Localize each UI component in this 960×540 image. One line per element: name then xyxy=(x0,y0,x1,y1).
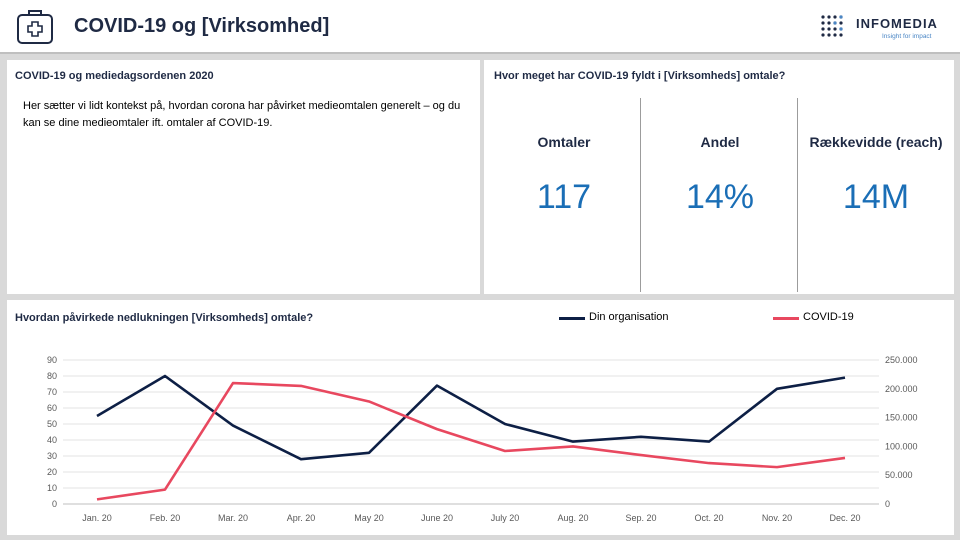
y-left-tick-label: 80 xyxy=(47,371,57,381)
y-right-tick-label: 100.000 xyxy=(885,441,918,451)
header-divider xyxy=(0,52,960,54)
chart-panel: Hvordan påvirkede nedlukningen [Virksomh… xyxy=(7,300,954,535)
context-body-text: Her sætter vi lidt kontekst på, hvordan … xyxy=(23,100,461,129)
y-left-tick-label: 40 xyxy=(47,435,57,445)
org-series-line xyxy=(96,374,846,461)
medical-kit-icon xyxy=(17,10,53,44)
x-tick-label: Aug. 20 xyxy=(557,513,588,523)
y-left-tick-label: 10 xyxy=(47,483,57,493)
x-tick-label: May 20 xyxy=(354,513,384,523)
x-tick-label: June 20 xyxy=(421,513,453,523)
page-title: COVID-19 og [Virksomhed] xyxy=(74,15,330,37)
covid-series-line xyxy=(96,381,846,501)
kpi-label: Omtaler xyxy=(537,134,591,150)
y-right-tick-label: 250.000 xyxy=(885,355,918,365)
kpi-omtaler: Omtaler 117 xyxy=(486,100,642,292)
y-right-tick-label: 200.000 xyxy=(885,384,918,394)
x-tick-label: Oct. 20 xyxy=(694,513,723,523)
legend-label: COVID-19 xyxy=(803,311,854,323)
chart-heading: Hvordan påvirkede nedlukningen [Virksomh… xyxy=(15,312,314,324)
y-left-tick-label: 30 xyxy=(47,451,57,461)
line-chart: 0 10 20 30 40 50 60 70 80 90 0 50.000 100.000 150.000… xyxy=(47,355,918,523)
x-tick-label: Mar. 20 xyxy=(218,513,248,523)
y-left-tick-label: 50 xyxy=(47,419,57,429)
kpi-andel: Andel 14% xyxy=(642,100,798,292)
y-left-tick-label: 20 xyxy=(47,467,57,477)
legend-swatch xyxy=(773,317,799,320)
kpi-panel: Hvor meget har COVID-19 fyldt i [Virksom… xyxy=(484,60,954,294)
x-tick-label: Sep. 20 xyxy=(625,513,656,523)
x-tick-label: Apr. 20 xyxy=(287,513,316,523)
kpi-reach: Rækkevidde (reach) 14M xyxy=(798,100,954,292)
x-tick-label: Jan. 20 xyxy=(82,513,112,523)
logo-mark-icon xyxy=(821,15,843,37)
infomedia-logo: INFOMEDIA Insight for impact xyxy=(818,12,948,44)
kpi-label: Andel xyxy=(700,134,740,150)
y-left-tick-label: 60 xyxy=(47,403,57,413)
kpi-divider xyxy=(797,98,798,292)
top-bar: COVID-19 og [Virksomhed] INFOMEDIA Insig… xyxy=(0,0,960,52)
y-right-tick-label: 0 xyxy=(885,499,890,509)
kpi-value: 14% xyxy=(685,178,755,216)
legend-label: Din organisation xyxy=(589,311,669,323)
logo-name: INFOMEDIA xyxy=(856,16,938,31)
context-heading: COVID-19 og mediedagsordenen 2020 xyxy=(15,70,214,82)
x-tick-label: July 20 xyxy=(491,513,520,523)
x-tick-label: Dec. 20 xyxy=(829,513,860,523)
x-tick-label: Feb. 20 xyxy=(150,513,181,523)
kpi-value: 117 xyxy=(536,178,592,216)
y-right-tick-label: 50.000 xyxy=(885,470,913,480)
y-right-tick-label: 150.000 xyxy=(885,413,918,423)
kpi-value: 14M xyxy=(842,178,910,216)
context-panel: COVID-19 og mediedagsordenen 2020 Her sæ… xyxy=(7,60,480,294)
logo-tagline: Insight for impact xyxy=(882,33,932,40)
y-left-tick-label: 0 xyxy=(52,499,57,509)
y-left-tick-label: 70 xyxy=(47,387,57,397)
x-tick-label: Nov. 20 xyxy=(762,513,792,523)
y-left-tick-label: 90 xyxy=(47,355,57,365)
kpi-divider xyxy=(640,98,641,292)
legend-swatch xyxy=(559,317,585,320)
kpi-label: Rækkevidde (reach) xyxy=(809,134,943,150)
kpi-heading: Hvor meget har COVID-19 fyldt i [Virksom… xyxy=(494,70,786,82)
